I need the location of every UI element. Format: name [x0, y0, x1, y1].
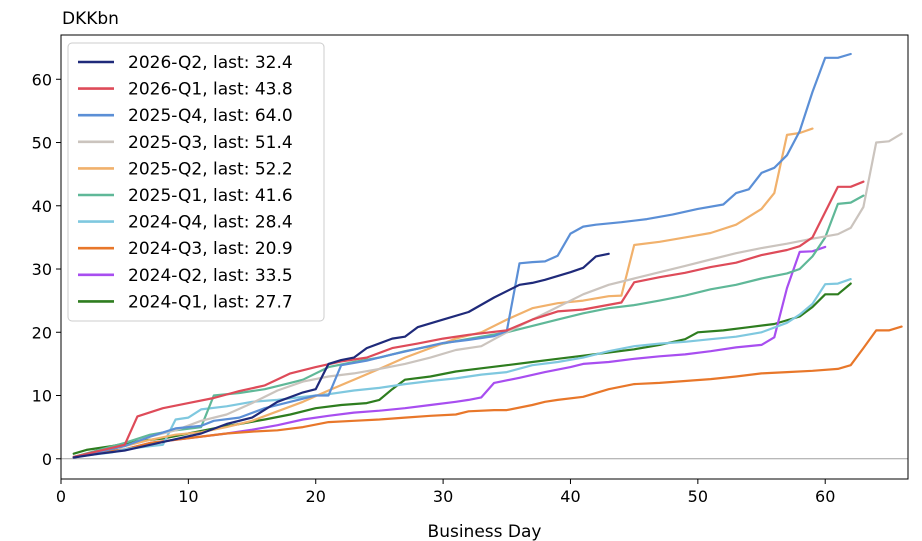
- legend-entry: 2025-Q4, last: 64.0: [128, 106, 293, 126]
- x-tick-label: 30: [433, 487, 453, 506]
- legend-entry: 2024-Q2, last: 33.5: [128, 266, 293, 286]
- legend-entry: 2026-Q1, last: 43.8: [128, 80, 293, 100]
- x-tick-label: 60: [815, 487, 835, 506]
- y-tick-label: 0: [42, 450, 52, 469]
- y-tick-label: 50: [32, 134, 52, 153]
- y-axis-unit-label: DKKbn: [62, 9, 119, 29]
- y-tick-label: 60: [32, 70, 52, 89]
- plot-frame: [60, 34, 909, 480]
- series-line: [72, 180, 865, 458]
- legend-entry: 2024-Q1, last: 27.7: [128, 292, 293, 312]
- legend-entry: 2026-Q2, last: 32.4: [128, 53, 293, 73]
- legend-entry: 2024-Q3, last: 20.9: [128, 239, 293, 259]
- x-axis-label: Business Day: [428, 522, 542, 541]
- series-layer: [61, 52, 908, 460]
- y-tick-label: 20: [32, 323, 52, 342]
- axes-layer: 0 10 20 30 40 50 60 0 10 20 30 40 50 60: [32, 70, 836, 506]
- x-tick-label: 0: [56, 487, 66, 506]
- series-line: [72, 252, 610, 459]
- series-line: [72, 52, 852, 459]
- y-tick-label: 10: [32, 387, 52, 406]
- x-tick-label: 10: [178, 487, 198, 506]
- y-tick-label: 40: [32, 197, 52, 216]
- x-tick-label: 40: [560, 487, 580, 506]
- legend-entry: 2025-Q3, last: 51.4: [128, 133, 293, 153]
- legend-entry: 2025-Q2, last: 52.2: [128, 159, 293, 179]
- y-tick-label: 30: [32, 260, 52, 279]
- legend: 2026-Q2, last: 32.4 2026-Q1, last: 43.8 20…: [67, 42, 325, 322]
- x-tick-label: 50: [688, 487, 708, 506]
- series-line: [72, 325, 903, 458]
- series-line: [72, 127, 814, 458]
- series-line: [72, 278, 852, 458]
- legend-box: [67, 42, 325, 322]
- legend-entry: 2024-Q4, last: 28.4: [128, 213, 293, 233]
- legend-entry: 2025-Q1, last: 41.6: [128, 186, 293, 206]
- x-tick-label: 20: [306, 487, 326, 506]
